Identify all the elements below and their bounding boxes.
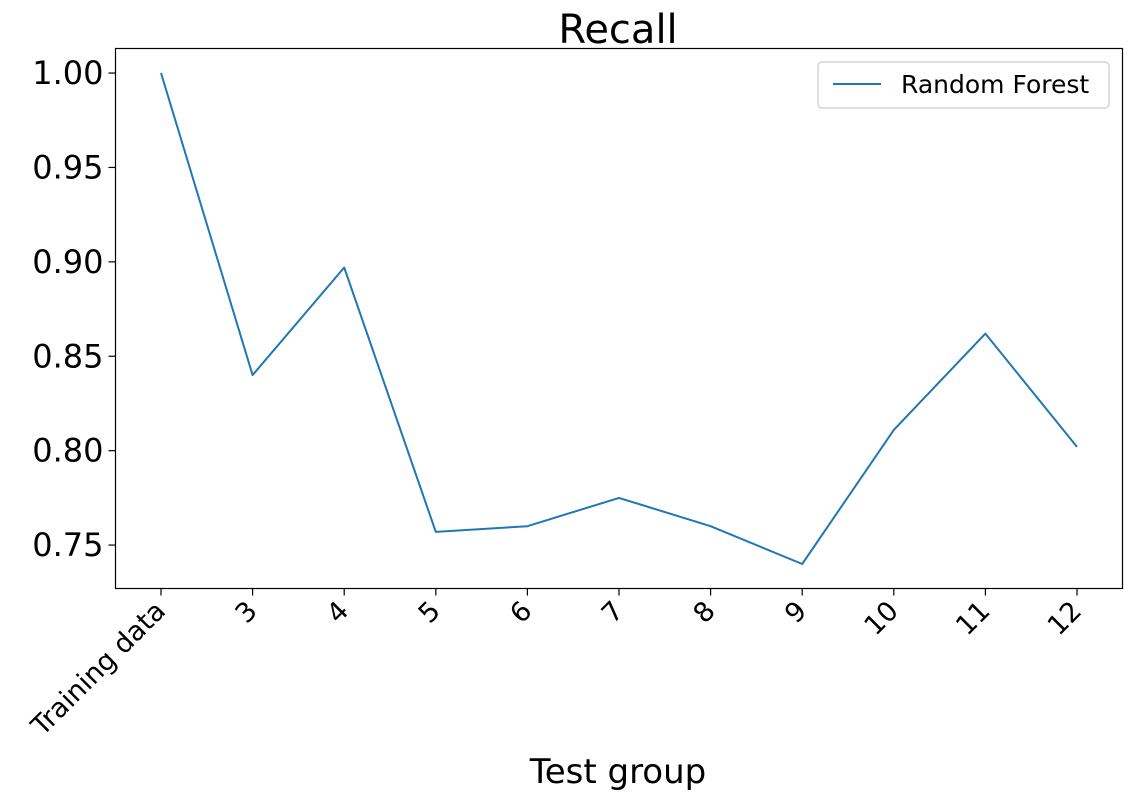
x-tick-label: 12: [1042, 596, 1088, 642]
series-layer: [160, 72, 1078, 565]
x-tick-label: 3: [229, 596, 263, 630]
legend-box: [817, 61, 1110, 109]
y-tick-label: 0.90: [32, 243, 103, 281]
x-tick-label: 11: [950, 596, 996, 642]
y-tick-label: 0.85: [32, 337, 103, 375]
x-tick-label: 5: [413, 596, 447, 630]
x-tick-label: 8: [687, 596, 721, 630]
y-tick-label: 1.00: [32, 54, 103, 92]
x-tick-label: 4: [321, 596, 355, 630]
y-tick-label: 0.95: [32, 148, 103, 186]
x-axis-label: Test group: [529, 752, 707, 792]
legend: Random Forest: [817, 61, 1110, 109]
y-tick-label: 0.75: [32, 526, 103, 564]
x-tick-label: Training data: [25, 596, 172, 743]
y-tick-label: 0.80: [32, 432, 103, 470]
legend-label-random-forest: Random Forest: [901, 70, 1089, 99]
plot-area-frame: [114, 47, 1124, 590]
series-line-random-forest: [160, 72, 1078, 565]
y-axis: 0.75 0.80 0.85 0.90 0.95 1.00: [32, 54, 116, 564]
x-tick-label: 9: [779, 596, 813, 630]
x-tick-label: 6: [504, 596, 538, 630]
chart-title: Recall: [558, 7, 677, 53]
x-axis: Training data 3 4 5 6 7 8 9 10 11 12: [25, 588, 1088, 743]
x-tick-label: 7: [596, 596, 630, 630]
x-tick-label: 10: [859, 596, 905, 642]
